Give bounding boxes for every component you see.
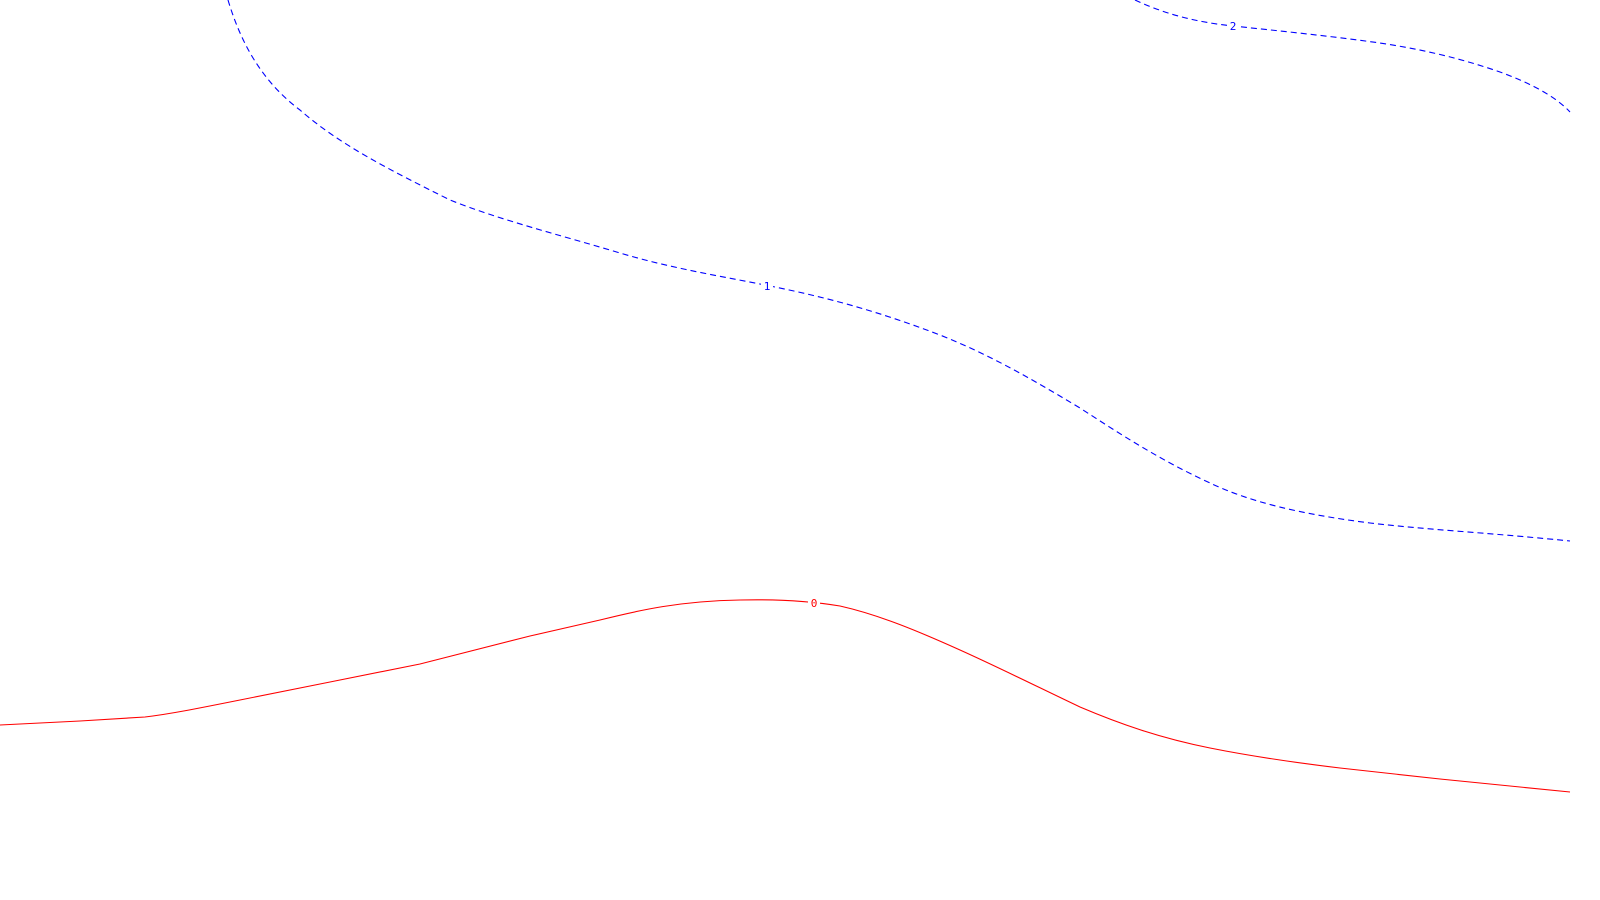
- contour-label-background-1: [761, 280, 773, 292]
- contour-line-1: [227, 0, 1571, 542]
- contour-label-2: 2: [1230, 20, 1237, 33]
- contour-layer: 0 1 2: [0, 0, 1571, 793]
- contour-label-1: 1: [764, 280, 771, 293]
- contour-label-0: 0: [811, 597, 818, 610]
- contour-level-0: 0: [0, 597, 1571, 793]
- contour-level-1: 1: [227, 0, 1571, 542]
- contour-line-2: [1134, 0, 1571, 113]
- contour-label-background-0: [808, 597, 820, 609]
- contour-label-background-2: [1227, 20, 1239, 32]
- contour-line-0: [0, 599, 1571, 793]
- contour-level-2: 2: [1134, 0, 1571, 113]
